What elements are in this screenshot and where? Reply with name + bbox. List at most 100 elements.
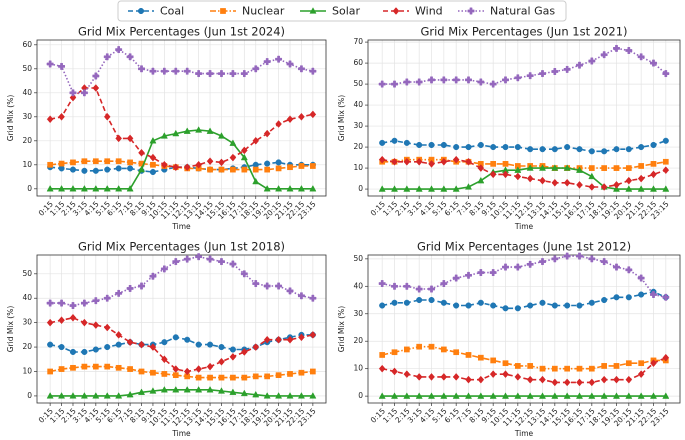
data-point — [453, 349, 460, 356]
data-point — [275, 55, 283, 63]
data-point — [588, 392, 596, 399]
data-point — [263, 129, 271, 138]
data-point — [490, 161, 497, 167]
data-point — [286, 60, 294, 68]
data-point — [69, 302, 77, 310]
plot-frame — [36, 39, 327, 197]
data-point — [149, 343, 157, 351]
data-point — [390, 185, 399, 192]
data-point — [240, 270, 248, 278]
data-point — [69, 184, 77, 192]
data-point — [416, 296, 423, 304]
data-point — [160, 132, 168, 139]
data-point — [601, 363, 608, 369]
data-point — [297, 392, 305, 399]
data-point — [103, 112, 111, 121]
data-point — [576, 61, 583, 69]
data-point — [638, 144, 645, 151]
data-point — [551, 302, 558, 309]
data-point — [551, 164, 559, 171]
data-point — [428, 76, 435, 84]
series-line — [49, 316, 314, 373]
chart-title: Grid Mix Percentages (Jun 1st 2024) — [78, 25, 285, 39]
data-point — [637, 185, 645, 192]
data-point — [218, 344, 225, 351]
data-point — [539, 258, 546, 266]
data-point — [551, 68, 559, 75]
data-point — [465, 302, 472, 309]
data-point — [502, 360, 509, 367]
data-point — [150, 161, 156, 168]
data-point — [428, 373, 435, 381]
data-point — [286, 392, 294, 399]
data-point — [428, 159, 435, 168]
data-point — [92, 184, 100, 192]
data-point — [161, 371, 168, 377]
data-point — [403, 185, 411, 192]
data-point — [662, 158, 669, 165]
data-point — [252, 177, 260, 185]
data-point — [58, 184, 66, 192]
plot-frame — [367, 254, 681, 404]
data-point — [218, 158, 225, 167]
data-point — [527, 302, 534, 309]
plot-frame — [367, 39, 681, 197]
data-point — [47, 368, 53, 375]
data-point — [477, 164, 485, 172]
data-point — [92, 392, 100, 399]
data-point — [161, 160, 168, 169]
legend-marker — [137, 7, 145, 15]
data-point — [428, 285, 435, 293]
data-point — [92, 297, 100, 305]
legend-marker — [220, 8, 226, 14]
data-point — [440, 299, 447, 306]
y-tick-label: 0 — [27, 184, 32, 193]
data-point — [161, 339, 168, 346]
data-point — [650, 170, 657, 179]
data-point — [217, 132, 226, 139]
series-line — [382, 167, 666, 190]
data-point — [206, 362, 214, 371]
data-point — [539, 146, 546, 153]
data-point — [230, 374, 236, 381]
data-point — [514, 144, 521, 151]
data-point — [440, 76, 448, 84]
data-point — [286, 184, 294, 192]
data-point — [613, 44, 620, 52]
data-point — [297, 65, 305, 73]
data-point — [489, 392, 497, 399]
data-point — [115, 341, 122, 348]
data-point — [477, 141, 484, 149]
data-point — [103, 392, 111, 399]
data-point — [601, 165, 608, 171]
data-point — [452, 373, 460, 381]
data-point — [172, 334, 179, 341]
data-point — [241, 374, 248, 381]
data-point — [229, 388, 237, 395]
y-tick-label: 20 — [22, 136, 32, 145]
data-point — [126, 184, 134, 192]
data-point — [650, 359, 657, 368]
data-point — [613, 146, 620, 153]
data-point — [206, 385, 214, 393]
data-point — [195, 374, 202, 381]
data-point — [391, 349, 398, 356]
data-point — [46, 184, 54, 192]
data-point — [126, 285, 134, 292]
data-point — [252, 373, 259, 380]
data-point — [452, 155, 460, 164]
data-point — [138, 368, 145, 375]
data-point — [502, 370, 509, 379]
data-point — [662, 293, 670, 301]
data-point — [286, 287, 294, 295]
data-point — [502, 144, 509, 151]
data-point — [92, 167, 99, 174]
data-point — [514, 363, 521, 369]
y-tick-label: 0 — [358, 184, 363, 193]
data-point — [275, 372, 282, 379]
data-point — [69, 313, 77, 322]
data-point — [218, 70, 225, 78]
data-point — [46, 299, 54, 307]
data-point — [310, 368, 316, 375]
y-axis-label: Grid Mix (%) — [6, 95, 15, 142]
